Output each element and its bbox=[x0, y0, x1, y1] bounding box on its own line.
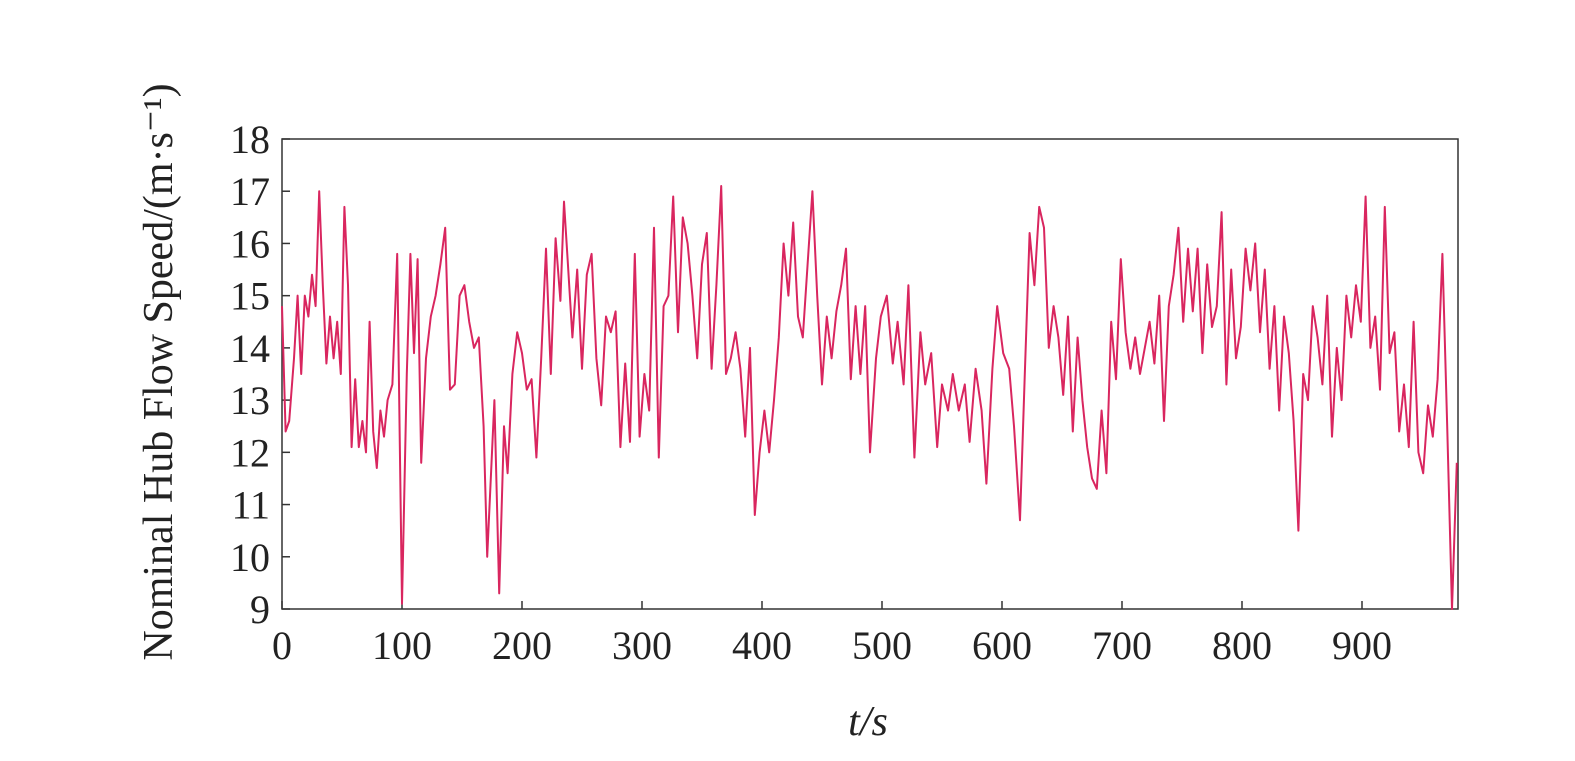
y-axis-label: Nominal Hub Flow Speed/(m·s⁻¹) bbox=[136, 83, 182, 660]
y-tick-label: 16 bbox=[230, 221, 270, 266]
x-tick-label: 600 bbox=[972, 623, 1032, 668]
y-tick-label: 15 bbox=[230, 274, 270, 319]
y-tick-label: 14 bbox=[230, 326, 270, 371]
y-tick-label: 9 bbox=[250, 587, 270, 632]
x-tick-label: 200 bbox=[492, 623, 552, 668]
plot-frame bbox=[281, 138, 1459, 610]
x-tick-label: 500 bbox=[852, 623, 912, 668]
x-tick-label: 300 bbox=[612, 623, 672, 668]
y-tick-label: 18 bbox=[230, 117, 270, 162]
y-tick-label: 11 bbox=[231, 483, 270, 528]
x-tick-label: 900 bbox=[1332, 623, 1392, 668]
x-tick-label: 400 bbox=[732, 623, 792, 668]
x-tick-label: 700 bbox=[1092, 623, 1152, 668]
x-tick-label: 100 bbox=[372, 623, 432, 668]
y-tick-label: 17 bbox=[230, 169, 270, 214]
x-tick-label: 0 bbox=[272, 623, 292, 668]
data-line bbox=[281, 185, 1458, 610]
y-tick-label: 13 bbox=[230, 378, 270, 423]
x-tick-label: 800 bbox=[1212, 623, 1272, 668]
x-axis-label: t/s bbox=[848, 699, 888, 745]
y-tick-label: 10 bbox=[230, 535, 270, 580]
y-tick-label: 12 bbox=[230, 430, 270, 475]
